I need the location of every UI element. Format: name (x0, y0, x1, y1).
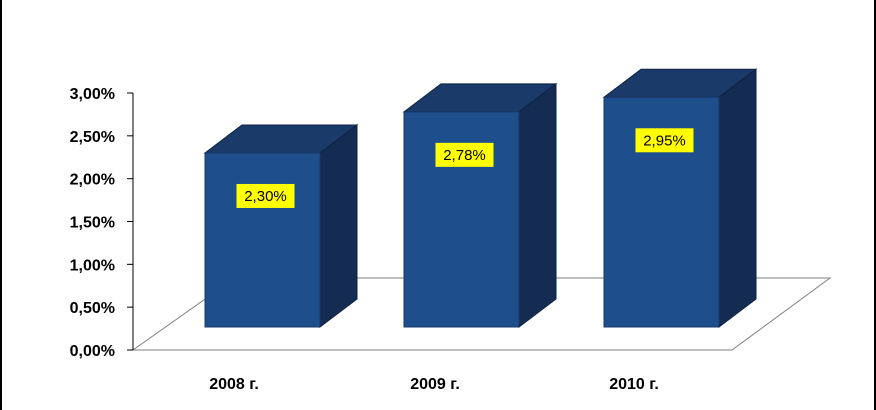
bar: 2,78% (402, 82, 558, 329)
data-label-background (236, 183, 295, 208)
data-label-text: 2,30% (244, 188, 287, 205)
y-tick-label: 3,00% (70, 86, 115, 103)
data-label: 2,78% (435, 142, 494, 167)
y-tick-label: 2,00% (70, 172, 115, 189)
data-label-text: 2,78% (443, 147, 486, 164)
bar-front-face (204, 152, 321, 328)
x-category-label: 2008 г. (209, 376, 259, 393)
data-label-text: 2,95% (643, 132, 686, 149)
x-category-label: 2010 г. (609, 376, 659, 393)
data-label-background (435, 142, 494, 167)
data-label: 2,30% (236, 183, 295, 208)
x-axis: 2008 г. 2009 г. 2010 г. (209, 376, 659, 393)
data-label-background (635, 128, 694, 153)
chart-floor (131, 277, 832, 351)
bar: 2,30% (203, 123, 359, 329)
bar-side-face (718, 68, 757, 329)
bar: 2,95% (602, 68, 758, 329)
y-axis: 0,00% 0,50% 1,00% 1,50% 2,00% 2,50% 3,00% (70, 86, 133, 360)
bar-side-face (319, 123, 358, 329)
y-tick-label: 0,00% (70, 343, 115, 360)
bar-series: 2,30% 2,78% 2,95% (203, 68, 758, 329)
y-tick-label: 1,00% (70, 257, 115, 274)
y-tick-label: 0,50% (70, 300, 115, 317)
y-tick-label: 2,50% (70, 129, 115, 146)
y-tick-label: 1,50% (70, 215, 115, 232)
x-category-label: 2009 г. (410, 376, 460, 393)
bar-side-face (518, 82, 557, 329)
data-label: 2,95% (635, 128, 694, 153)
